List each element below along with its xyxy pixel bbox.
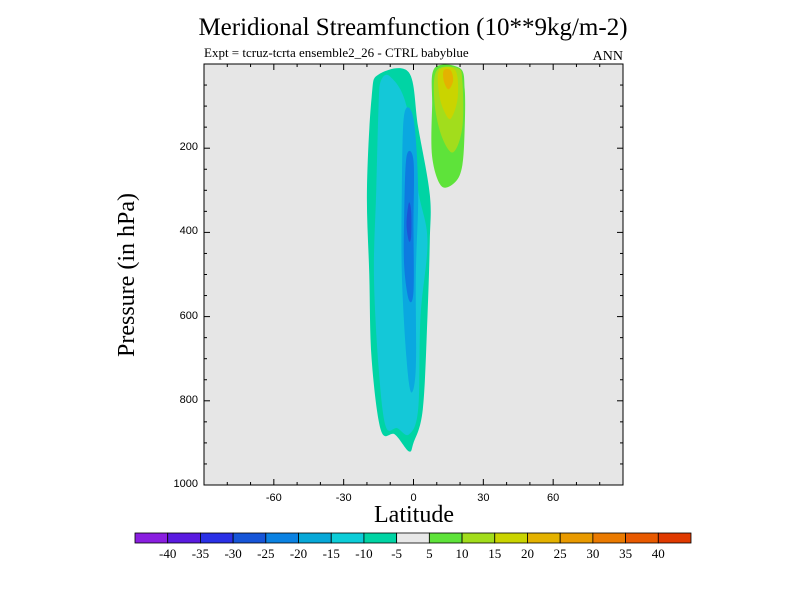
y-tick-label: 400 (179, 225, 198, 238)
colorbar-label: -15 (322, 546, 340, 561)
colorbar-swatch (134, 532, 169, 544)
colorbar-swatch (657, 532, 692, 544)
colorbar-label: -20 (289, 546, 308, 561)
colorbar-label: -25 (257, 546, 275, 561)
colorbar-swatch (494, 532, 528, 544)
plot-area (204, 64, 623, 485)
colorbar-swatch (265, 532, 299, 544)
colorbar-label: 30 (586, 546, 600, 561)
colorbar-swatch (298, 532, 332, 544)
colorbar-label: 5 (426, 546, 433, 561)
contour-fill-level-20 (443, 68, 454, 90)
colorbar-label: -10 (355, 546, 373, 561)
colorbar-swatch (200, 532, 234, 544)
y-tick-label: 1000 (173, 478, 198, 490)
colorbar-label: -30 (224, 546, 242, 561)
colorbar-swatch (396, 532, 430, 544)
colorbar-label: -35 (191, 546, 210, 561)
chart-subtitle: Expt = tcruz-tcrta ensemble2_26 - CTRL b… (204, 45, 469, 60)
x-tick-label: 30 (477, 492, 490, 504)
colorbar-label: -5 (391, 546, 403, 561)
colorbar-label: 25 (553, 546, 567, 561)
colorbar-swatch (559, 532, 594, 544)
colorbar-label: 20 (520, 546, 534, 561)
x-tick-label: -60 (265, 492, 282, 504)
x-tick-label: -30 (335, 492, 352, 504)
season-label: ANN (592, 49, 623, 64)
colorbar-label: -40 (159, 546, 177, 561)
y-tick-label: 200 (179, 141, 198, 154)
colorbar-swatch (527, 532, 561, 544)
colorbar-swatch (330, 532, 365, 544)
colorbar-swatch (461, 532, 496, 544)
colorbar-swatch (167, 532, 201, 544)
x-tick-label: 0 (410, 492, 417, 504)
colorbar-swatch (625, 532, 659, 544)
y-axis-label: Pressure (in hPa) (114, 193, 140, 357)
colorbar-swatch (428, 532, 463, 544)
x-tick-label: 60 (547, 492, 560, 504)
y-tick-label: 800 (179, 393, 198, 406)
colorbar-label: 10 (455, 546, 469, 561)
colorbar-label: 35 (619, 546, 633, 561)
colorbar-label: 40 (651, 546, 665, 561)
colorbar (134, 532, 692, 544)
axes (203, 63, 624, 486)
y-tick-label: 600 (179, 309, 198, 322)
contour-fill-level-neg30 (406, 202, 412, 242)
colorbar-label: 15 (488, 546, 502, 561)
colorbar-swatch (232, 532, 267, 544)
colorbar-swatch (592, 532, 626, 544)
x-axis-label: Latitude (374, 502, 454, 528)
colorbar-swatch (363, 532, 398, 544)
chart-title: Meridional Streamfunction (10**9kg/m-2) (198, 14, 628, 41)
